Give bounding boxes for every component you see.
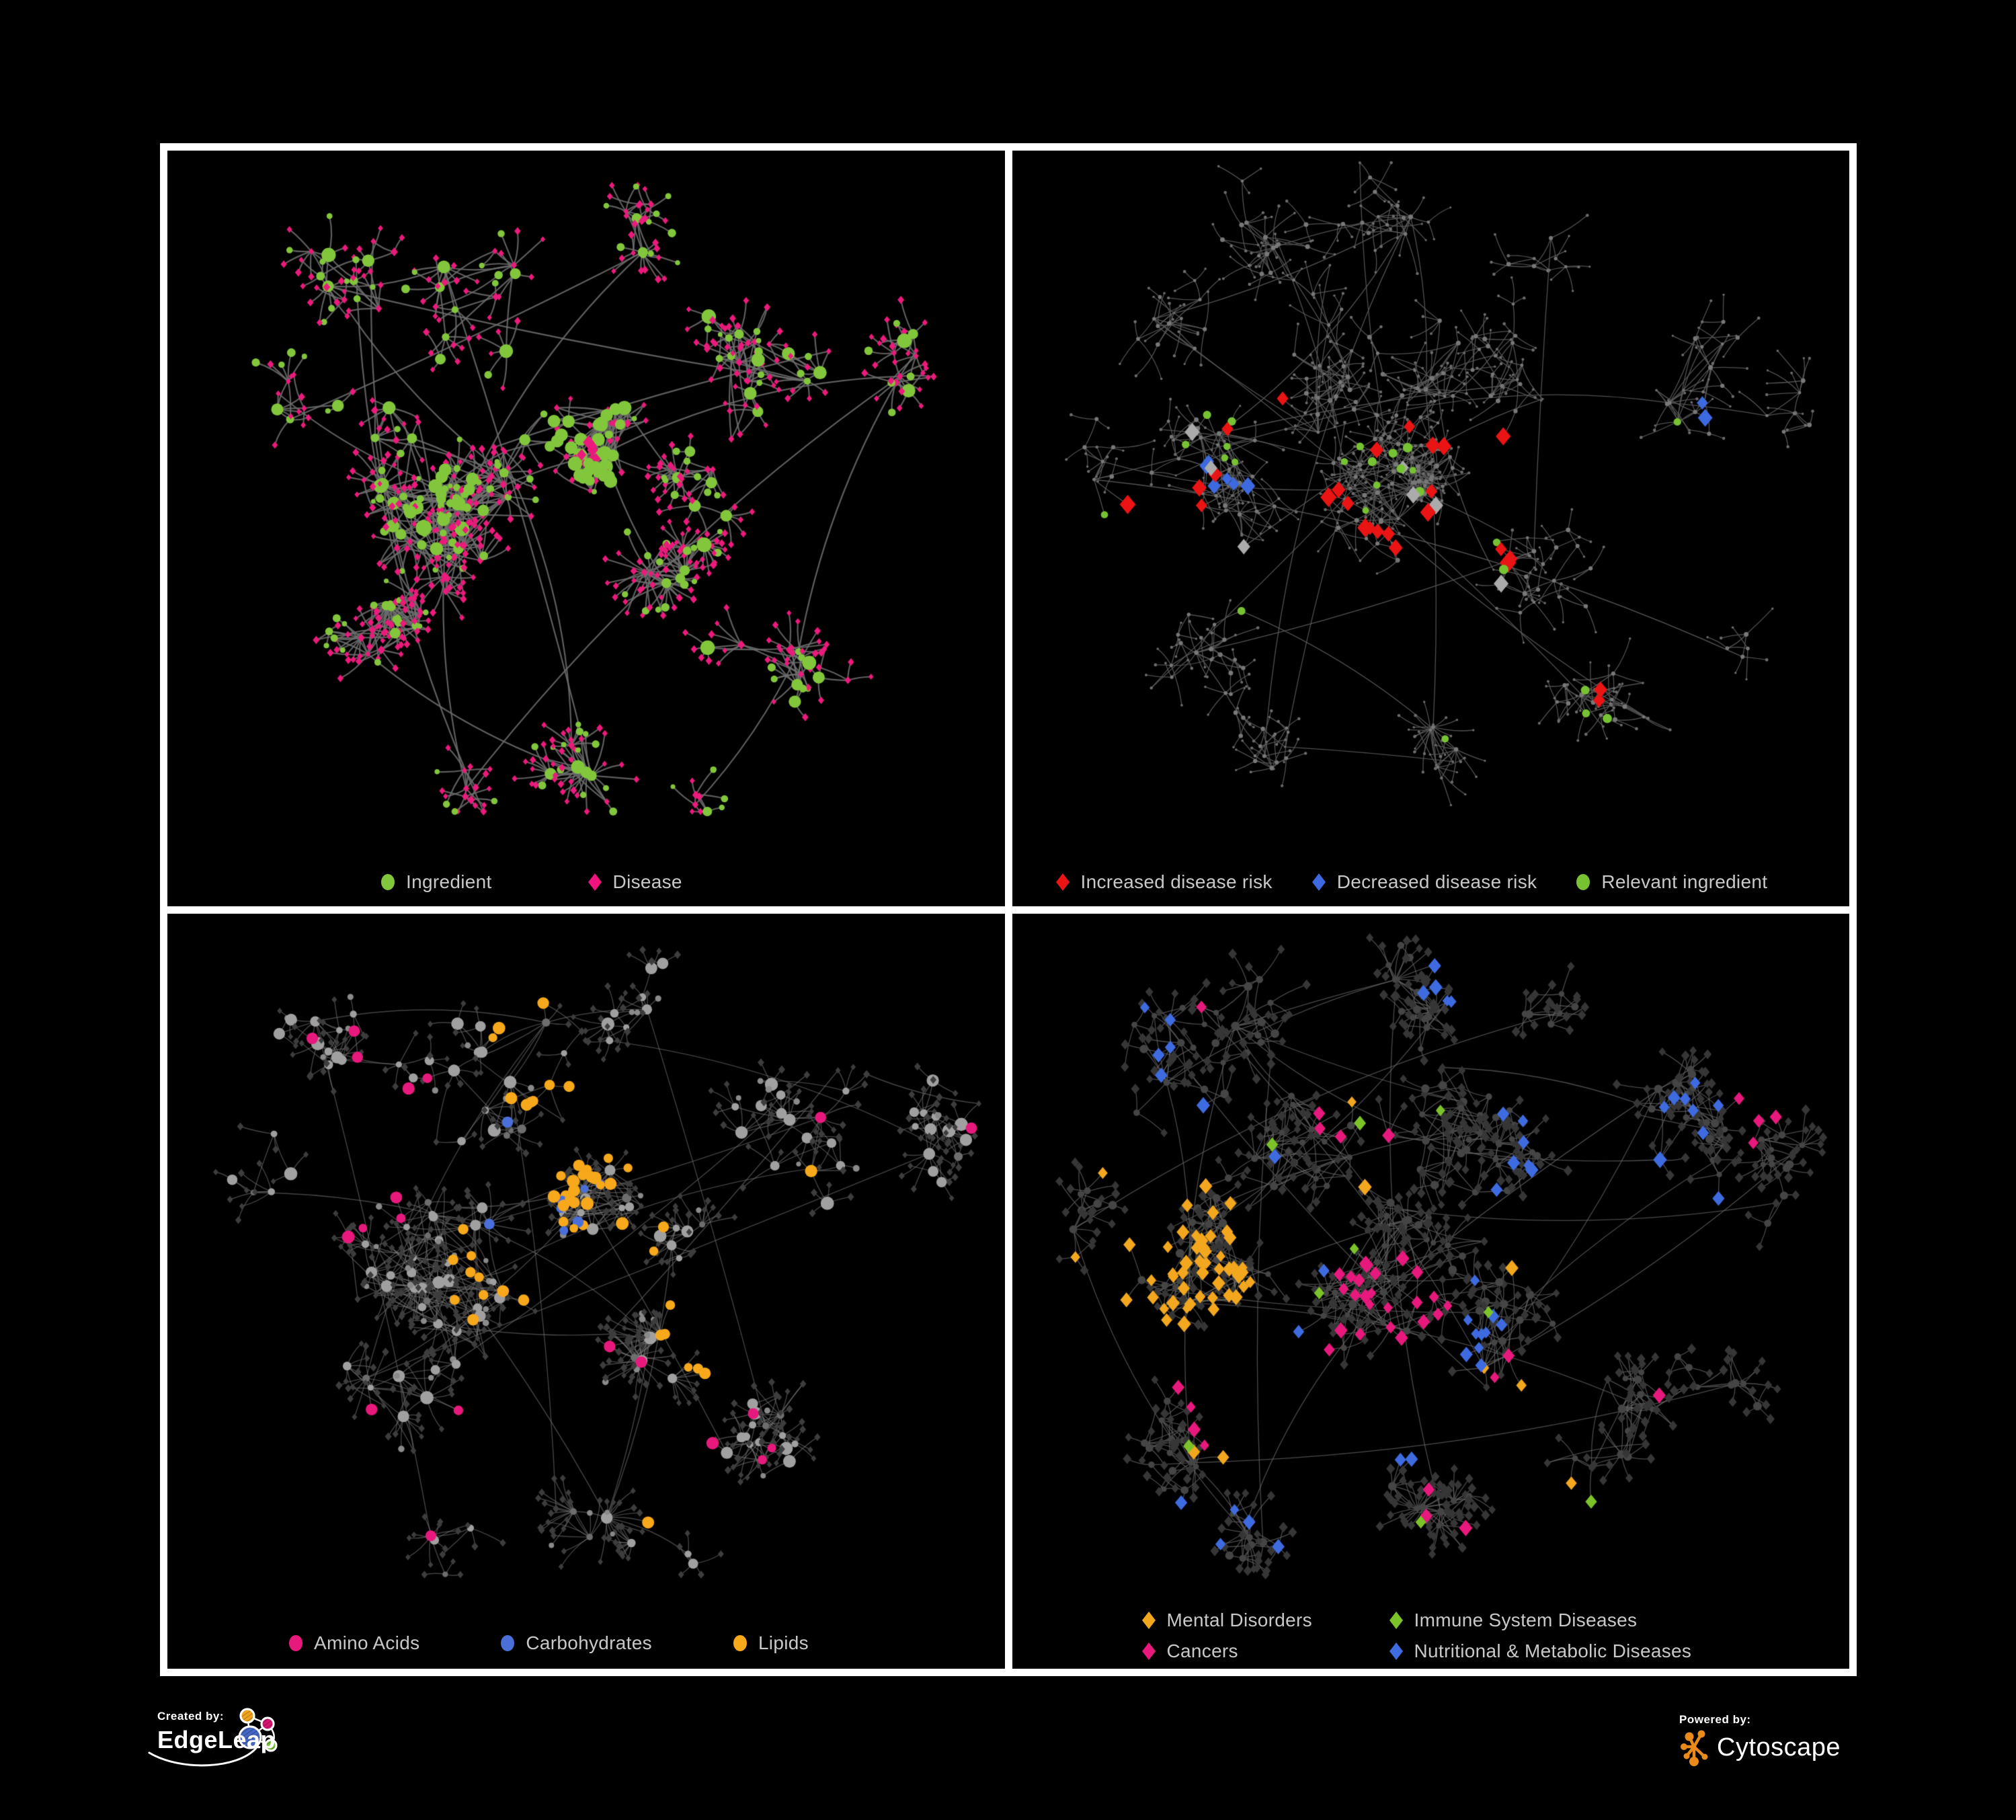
panel-ingredient-disease: Ingredient Disease: [167, 151, 1005, 906]
powered-by-block: Powered by: Cytoscape: [1679, 1713, 1881, 1774]
legend-item: Immune System Diseases: [1387, 1610, 1692, 1631]
cytoscape-logo-icon: [1681, 1730, 1708, 1766]
legend-item: Increased disease risk: [1054, 871, 1273, 893]
nutrient-class-network-canvas: [167, 913, 1004, 1669]
diamond-marker-icon: [1055, 873, 1070, 891]
disease-category-network-canvas: [1012, 913, 1849, 1669]
legend-label: Decreased disease risk: [1336, 871, 1537, 892]
diamond-marker-icon: [1141, 1643, 1156, 1660]
legend-label: Disease: [612, 871, 682, 892]
legend-label: Ingredient: [406, 871, 492, 892]
edgeleap-wordmark: EdgeLeap: [157, 1726, 276, 1753]
legend-item: Cancers: [1140, 1640, 1387, 1662]
cytoscape-wordmark: Cytoscape: [1717, 1733, 1841, 1762]
ingredient-disease-legend: Ingredient Disease: [379, 871, 682, 893]
legend-item: Decreased disease risk: [1310, 871, 1537, 893]
circle-marker-icon: [381, 873, 395, 890]
panel-nutrient-class: Amino Acids Carbohydrates Lipids: [167, 913, 1005, 1669]
legend-label: Mental Disorders: [1166, 1610, 1312, 1630]
edgeleap-logo-icon: [148, 1708, 278, 1767]
circle-marker-icon: [501, 1635, 515, 1651]
legend-item: Amino Acids: [287, 1632, 419, 1654]
created-by-block: Created by: EdgeLeap: [148, 1708, 346, 1784]
diamond-marker-icon: [1312, 873, 1326, 891]
legend-item: Lipids: [731, 1632, 809, 1654]
legend-label: Increased disease risk: [1080, 871, 1273, 892]
figure-frame: Ingredient Disease Increased disease risk…: [160, 143, 1857, 1676]
diamond-marker-icon: [1389, 1612, 1403, 1629]
disease-category-legend: Mental Disorders Immune System Diseases Ca…: [1140, 1610, 1692, 1662]
legend-item: Disease: [586, 871, 682, 893]
legend-item: Nutritional & Metabolic Diseases: [1387, 1640, 1692, 1662]
circle-marker-icon: [289, 1635, 303, 1651]
diamond-marker-icon: [1389, 1643, 1403, 1660]
circle-marker-icon: [1576, 873, 1590, 890]
circle-marker-icon: [733, 1635, 747, 1651]
diamond-marker-icon: [1141, 1612, 1156, 1629]
legend-item: Mental Disorders: [1140, 1610, 1387, 1631]
panel-disease-category: Mental Disorders Immune System Diseases Ca…: [1012, 913, 1849, 1669]
diamond-marker-icon: [588, 873, 602, 891]
disease-risk-legend: Increased disease risk Decreased disease …: [1054, 871, 1768, 893]
panel-disease-risk: Increased disease risk Decreased disease …: [1012, 151, 1849, 906]
nutrient-class-legend: Amino Acids Carbohydrates Lipids: [287, 1632, 809, 1654]
legend-label: Nutritional & Metabolic Diseases: [1414, 1640, 1692, 1661]
disease-risk-network-canvas: [1012, 151, 1849, 906]
created-by-label: Created by:: [157, 1710, 225, 1723]
legend-label: Lipids: [758, 1632, 809, 1653]
legend-label: Cancers: [1166, 1640, 1238, 1661]
powered-by-label: Powered by:: [1679, 1713, 1751, 1726]
legend-label: Immune System Diseases: [1414, 1610, 1638, 1630]
legend-item: Carbohydrates: [499, 1632, 652, 1654]
legend-item: Ingredient: [379, 871, 492, 893]
ingredient-disease-network-canvas: [167, 151, 1004, 906]
legend-label: Amino Acids: [314, 1632, 420, 1653]
legend-label: Carbohydrates: [526, 1632, 652, 1653]
legend-item: Relevant ingredient: [1574, 871, 1767, 893]
legend-label: Relevant ingredient: [1601, 871, 1768, 892]
